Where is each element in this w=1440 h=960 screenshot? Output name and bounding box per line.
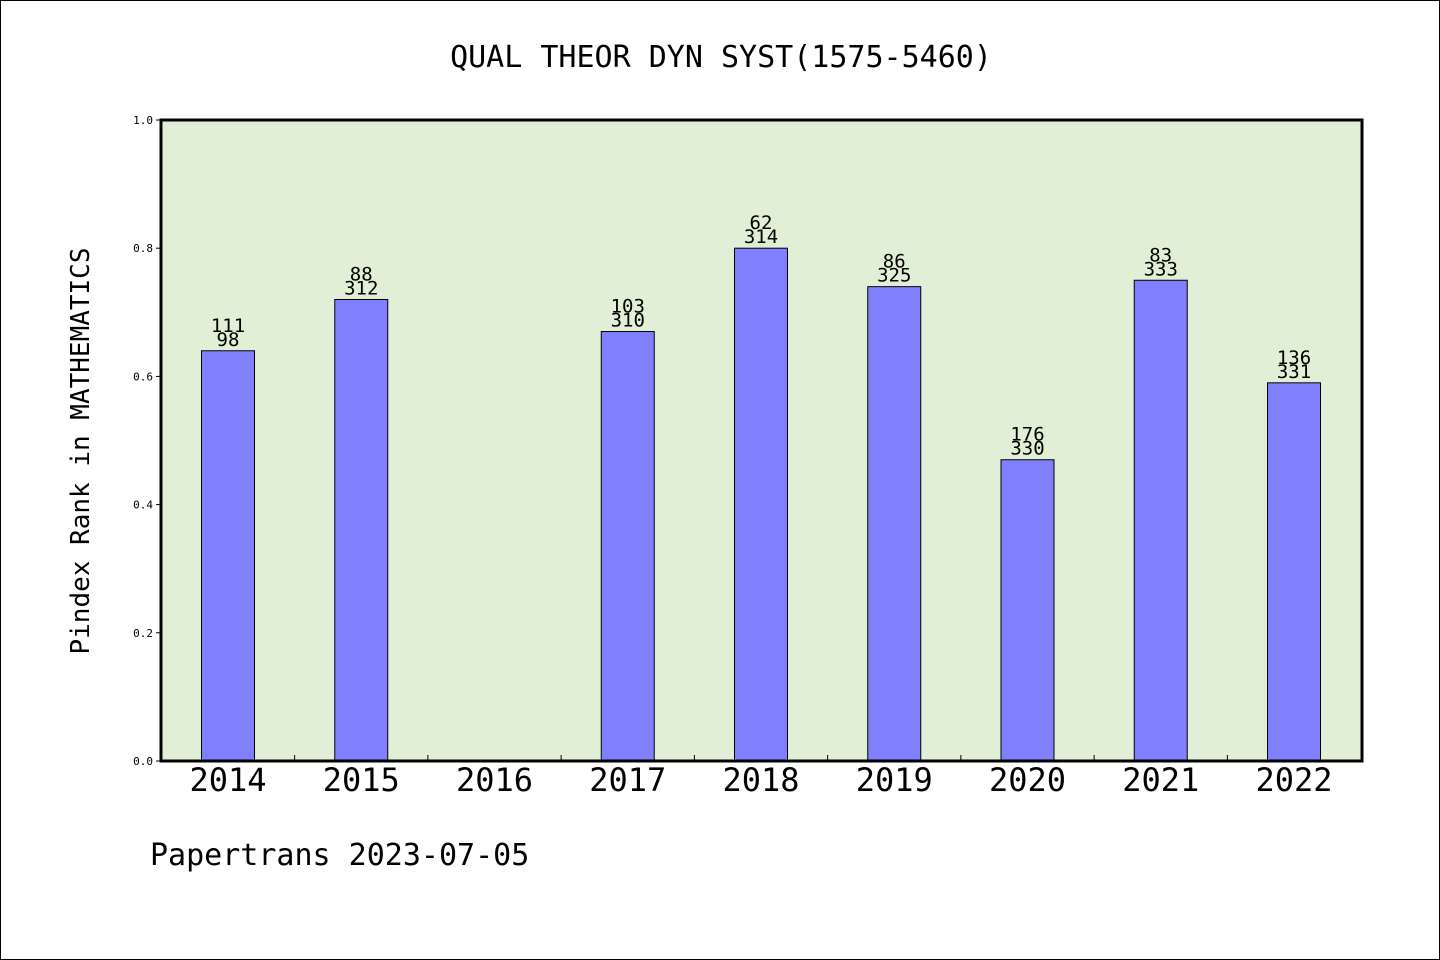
data-label-bottom: 314 (744, 226, 778, 248)
data-label-bottom: 325 (877, 265, 911, 287)
footer-credit: Papertrans 2023-07-05 (150, 838, 529, 873)
y-axis-title-group: Pindex Rank in MATHEMATICS (66, 248, 96, 655)
bars-layer (201, 247, 1321, 762)
x-tick-label: 2014 (189, 761, 266, 799)
y-tick-label: 0.4 (133, 499, 153, 512)
bar-2020 (1000, 459, 1055, 762)
y-tick-label: 0.8 (133, 242, 153, 255)
y-tick-label: 0.2 (133, 627, 153, 640)
plot-frame (159, 118, 1364, 763)
x-tick-label: 2019 (856, 761, 933, 799)
bar-2014 (201, 350, 255, 762)
x-tick-label: 2022 (1255, 761, 1332, 799)
y-tick-label: 1.0 (133, 114, 153, 127)
data-label-top: 62 (750, 212, 773, 234)
y-tick-label: 0.6 (133, 370, 153, 383)
x-tick-label: 2020 (989, 761, 1066, 799)
bar-2017 (600, 331, 655, 762)
bar-2022 (1267, 382, 1321, 762)
bar-2018 (734, 247, 788, 762)
data-label-top: 176 (1010, 424, 1044, 446)
x-tick-label: 2021 (1122, 761, 1199, 799)
bar-2015 (334, 298, 389, 762)
y-tick-label: 0.0 (133, 755, 153, 768)
data-label-bottom: 331 (1277, 361, 1311, 383)
data-label-bottom: 333 (1144, 258, 1178, 280)
data-label-top: 136 (1277, 347, 1311, 369)
data-label-bottom: 310 (611, 310, 645, 332)
data-label-top: 103 (611, 296, 645, 318)
bar-2019 (867, 286, 922, 762)
data-label-top: 88 (350, 263, 373, 285)
y-axis-title: Pindex Rank in MATHEMATICS (66, 248, 96, 655)
x-tick-label: 2018 (722, 761, 799, 799)
bar-2021 (1133, 279, 1188, 762)
chart-title: QUAL THEOR DYN SYST(1575-5460) (450, 40, 992, 75)
data-label-bottom: 330 (1010, 438, 1044, 460)
data-label-bottom: 312 (344, 277, 378, 299)
data-label-top: 111 (211, 315, 245, 337)
ticks-layer: 0.0 0.2 0.4 0.6 0.8 1.0 2014 2015 2016 2017 2018 20… (133, 114, 1332, 799)
x-tick-label: 2017 (589, 761, 666, 799)
data-label-bottom: 98 (217, 329, 240, 351)
data-label-top: 86 (883, 251, 906, 273)
x-tick-label: 2015 (323, 761, 400, 799)
x-tick-label: 2016 (456, 761, 533, 799)
data-label-top: 83 (1149, 244, 1172, 266)
